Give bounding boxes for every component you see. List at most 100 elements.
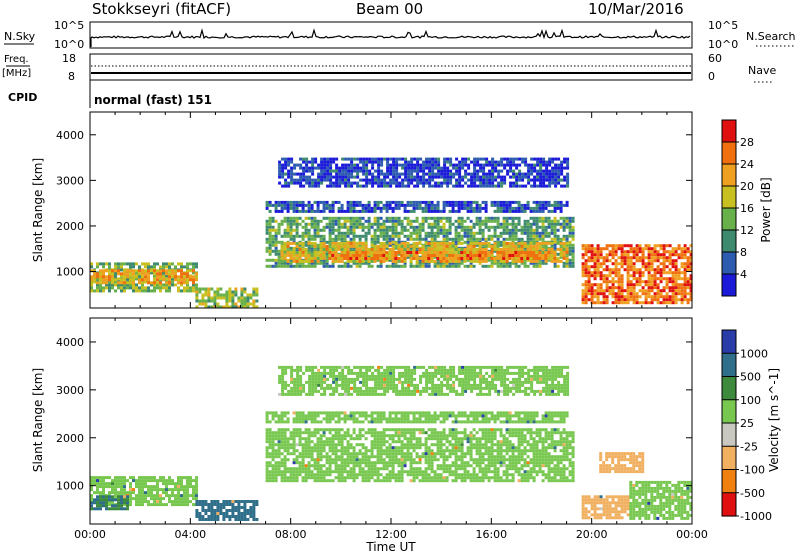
range-time-region <box>90 269 198 285</box>
data-cell <box>132 265 135 269</box>
data-cell <box>500 178 504 182</box>
data-cell <box>632 292 636 296</box>
data-cell <box>464 181 468 185</box>
data-cell <box>277 200 281 204</box>
data-cell <box>295 470 299 474</box>
data-cell <box>290 169 294 173</box>
data-cell <box>647 265 651 269</box>
data-cell <box>557 169 561 173</box>
data-cell <box>538 261 542 265</box>
data-cell <box>662 286 666 290</box>
data-cell <box>216 506 220 509</box>
data-cell <box>560 160 564 164</box>
data-cell <box>413 178 417 182</box>
data-cell <box>123 507 126 511</box>
data-cell <box>192 271 195 275</box>
data-cell <box>174 500 177 504</box>
data-cell <box>443 163 447 167</box>
data-cell <box>322 203 326 207</box>
data-cell <box>485 163 489 167</box>
data-cell <box>289 446 293 450</box>
data-cell <box>326 157 330 161</box>
data-cell <box>355 251 359 254</box>
data-cell <box>96 265 99 269</box>
data-cell <box>385 246 389 250</box>
data-cell <box>638 250 642 254</box>
data-cell <box>430 254 434 257</box>
data-cell <box>289 237 293 241</box>
data-cell <box>650 253 654 257</box>
data-cell <box>358 251 362 254</box>
data-cell <box>433 254 437 257</box>
data-cell <box>283 458 287 462</box>
data-cell <box>277 443 281 447</box>
data-cell <box>346 247 350 251</box>
data-cell <box>565 252 569 256</box>
data-cell <box>361 203 365 207</box>
data-cell <box>346 257 350 260</box>
data-cell <box>349 246 353 250</box>
data-cell <box>289 234 293 238</box>
data-cell <box>311 169 315 173</box>
data-cell <box>286 261 290 265</box>
data-cell <box>271 470 275 474</box>
data-cell <box>526 244 530 248</box>
data-cell <box>482 181 486 185</box>
data-cell <box>379 264 383 268</box>
data-cell <box>150 476 153 480</box>
data-cell <box>410 169 414 173</box>
data-cell <box>481 206 485 210</box>
data-cell <box>493 247 497 251</box>
data-cell <box>325 255 329 259</box>
data-cell <box>689 298 693 302</box>
data-cell <box>289 434 293 438</box>
data-cell <box>376 216 380 220</box>
data-cell <box>481 228 485 232</box>
data-cell <box>287 184 291 188</box>
data-cell <box>353 175 357 179</box>
data-cell <box>454 203 458 207</box>
data-cell <box>571 237 575 241</box>
data-cell <box>162 262 165 266</box>
data-cell <box>289 467 293 471</box>
data-cell <box>323 169 327 173</box>
data-cell <box>295 455 299 459</box>
data-cell <box>473 181 477 185</box>
data-cell <box>213 305 217 309</box>
data-cell <box>614 274 618 278</box>
data-cell <box>677 277 681 281</box>
data-cell <box>274 434 278 438</box>
data-cell <box>475 206 479 210</box>
data-cell <box>138 274 141 278</box>
data-cell <box>280 464 284 468</box>
data-cell <box>325 244 329 248</box>
data-cell <box>541 228 545 232</box>
data-cell <box>403 228 407 232</box>
data-cell <box>246 305 250 309</box>
data-cell <box>126 262 129 266</box>
range-time-region <box>265 428 575 483</box>
data-cell <box>596 268 600 272</box>
data-cell <box>123 262 126 266</box>
data-cell <box>337 216 341 220</box>
data-cell <box>671 280 675 284</box>
data-cell <box>467 163 471 167</box>
data-cell <box>364 241 368 245</box>
data-cell <box>389 169 393 173</box>
data-cell <box>431 157 435 161</box>
data-cell <box>280 240 284 244</box>
data-cell <box>443 172 447 176</box>
data-cell <box>481 247 485 251</box>
data-cell <box>159 497 162 501</box>
data-cell <box>620 295 624 299</box>
data-cell <box>292 237 296 241</box>
data-cell <box>394 259 398 263</box>
data-cell <box>123 476 126 480</box>
data-cell <box>487 216 491 220</box>
data-cell <box>611 277 615 281</box>
data-cell <box>611 256 615 260</box>
data-cell <box>508 237 512 241</box>
data-cell <box>539 157 543 161</box>
data-cell <box>271 225 275 229</box>
data-cell <box>467 178 471 182</box>
